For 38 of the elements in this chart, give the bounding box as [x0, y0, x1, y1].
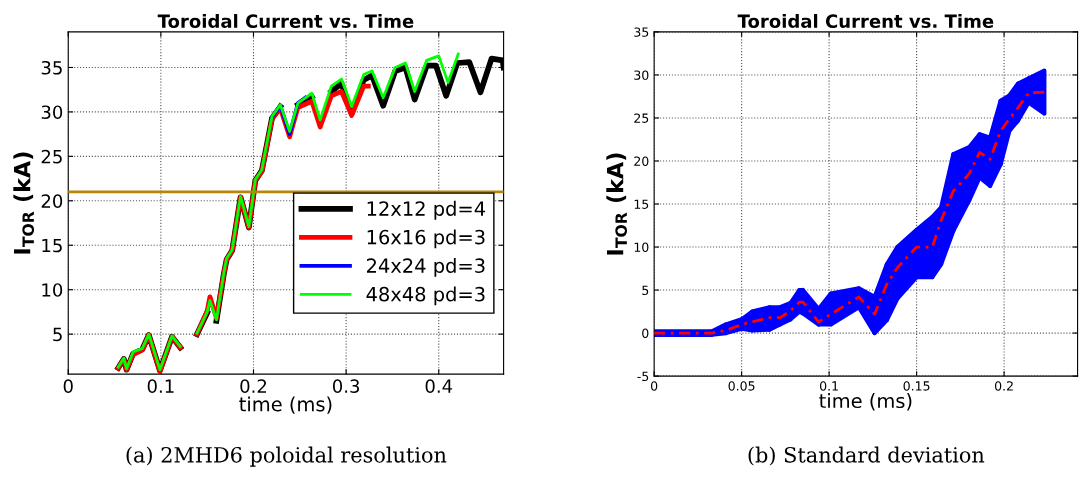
y-tick-label: 20 [634, 156, 649, 166]
y-tick-label: 20 [41, 194, 63, 208]
y-tick-label: 25 [634, 113, 649, 123]
legend-label: 12x12 pd=4 [367, 200, 485, 220]
y-tick-label: -5 [637, 371, 649, 382]
y-tick-label: 5 [642, 285, 649, 295]
y-tick-label: 15 [42, 238, 62, 253]
y-tick-label: 10 [42, 283, 63, 297]
x-tick-label: 0 [650, 381, 658, 391]
y-tick-label: 25 [41, 149, 62, 164]
text: (a) 2MHD6 poloidal resolution [126, 446, 447, 467]
legend-label: 24x24 pd=3 [366, 257, 485, 277]
x-tick-label: 0.2 [994, 381, 1013, 391]
y-tick-label: 30 [41, 105, 63, 120]
x-tick-label: 0.3 [332, 379, 360, 393]
x-tick-label: 0.1 [820, 381, 838, 391]
y-axis-title: I$_{TOR}$ (kA) [606, 153, 628, 255]
legend-label: 48x48 pd=3 [366, 286, 485, 306]
x-tick-label: 0.05 [728, 381, 755, 391]
x-tick-label: 0.4 [425, 379, 453, 393]
chart-title: Toroidal Current vs. Time [737, 14, 994, 29]
x-tick-label: 0 [63, 379, 73, 393]
y-tick-label: 35 [41, 60, 62, 75]
y-tick-label: 15 [634, 199, 649, 209]
x-tick-label: 0.15 [903, 381, 930, 391]
y-tick-label: 10 [634, 242, 649, 252]
x-tick-label: 0.2 [240, 379, 267, 393]
x-tick-label: 0.1 [147, 379, 174, 393]
chart-title: Toroidal Current vs. Time [157, 14, 414, 29]
y-tick-label: 35 [634, 27, 649, 37]
y-axis-title: I$_{TOR}$ (kA) [13, 152, 35, 254]
y-tick-label: 5 [53, 327, 62, 342]
text: (b) Standard deviation [748, 446, 985, 466]
y-tick-label: 30 [634, 70, 649, 80]
x-axis-title: time (ms) [819, 393, 912, 411]
legend-label: 16x16 pd=3 [367, 229, 485, 249]
x-axis-title: time (ms) [239, 396, 332, 414]
y-tick-label: 0 [642, 328, 649, 339]
